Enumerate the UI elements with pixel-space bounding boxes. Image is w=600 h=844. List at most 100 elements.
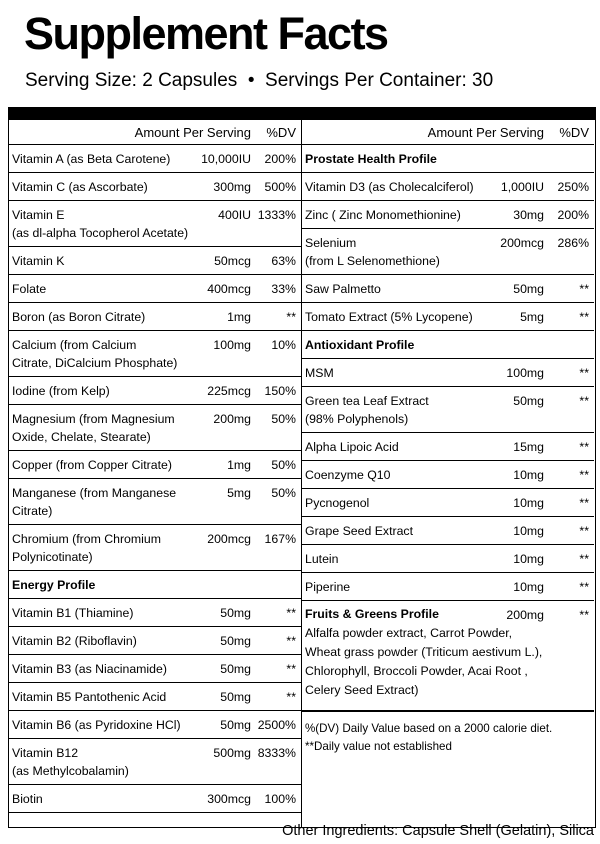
nutrient-row: Vitamin K 50mcg 63% bbox=[9, 247, 301, 275]
nutrient-name: Citrate, DiCalcium Phosphate) bbox=[12, 356, 178, 370]
footnotes: %(DV) Daily Value based on a 2000 calori… bbox=[302, 712, 594, 764]
nutrient-name: Manganese (from Manganese bbox=[12, 486, 177, 500]
nutrient-name: Folate bbox=[12, 282, 47, 296]
daily-value: ** bbox=[286, 310, 296, 324]
nutrient-row: Calcium (from Calcium Citrate, DiCalcium … bbox=[9, 331, 301, 377]
nutrient-name: Vitamin K bbox=[12, 254, 65, 268]
daily-value: 50% bbox=[271, 412, 296, 426]
nutrient-name: Boron (as Boron Citrate) bbox=[12, 310, 146, 324]
nutrient-name: Iodine (from Kelp) bbox=[12, 384, 110, 398]
nutrient-name: Vitamin C (as Ascorbate) bbox=[12, 180, 148, 194]
nutrient-row: Iodine (from Kelp) 225mcg 150% bbox=[9, 377, 301, 405]
nutrient-name: Saw Palmetto bbox=[305, 282, 381, 296]
nutrient-row: Vitamin E (as dl-alpha Tocopherol Acetate… bbox=[9, 201, 301, 247]
amount: 300mg bbox=[213, 180, 251, 194]
nutrient-row: Vitamin B12 (as Methylcobalamin) 500mg 8333… bbox=[9, 739, 301, 785]
nutrient-name: Vitamin B6 (as Pyridoxine HCl) bbox=[12, 718, 181, 732]
daily-value: ** bbox=[286, 634, 296, 648]
nutrient-row: Vitamin C (as Ascorbate) 300mg 500% bbox=[9, 173, 301, 201]
amount: 10mg bbox=[513, 496, 544, 510]
amount: 225mcg bbox=[207, 384, 251, 398]
amount: 10,000IU bbox=[201, 152, 251, 166]
daily-value: ** bbox=[579, 394, 589, 408]
nutrient-row: Selenium (from L Selenomethione) 200mcg 286… bbox=[302, 229, 594, 275]
daily-value: ** bbox=[286, 690, 296, 704]
daily-value: 500% bbox=[264, 180, 296, 194]
amount: 500mg bbox=[213, 746, 251, 760]
column: Amount Per Serving %DV Vitamin A (as Beta … bbox=[9, 120, 302, 827]
nutrient-name: Grape Seed Extract bbox=[305, 524, 413, 538]
daily-value: ** bbox=[579, 552, 589, 566]
nutrient-row: MSM 100mg ** bbox=[302, 359, 594, 387]
amount: 1mg bbox=[227, 310, 251, 324]
amount: 100mg bbox=[506, 366, 544, 380]
amount: 400mcg bbox=[207, 282, 251, 296]
nutrient-name: MSM bbox=[305, 366, 334, 380]
daily-value: ** bbox=[579, 468, 589, 482]
nutrient-name: Lutein bbox=[305, 552, 339, 566]
daily-value: ** bbox=[579, 524, 589, 538]
nutrient-row: Vitamin B2 (Riboflavin) 50mg ** bbox=[9, 627, 301, 655]
blend: Fruits & Greens Profile 200mg ** Alfalfa po… bbox=[302, 601, 594, 712]
amount: 300mcg bbox=[207, 792, 251, 806]
amount: 50mg bbox=[513, 282, 544, 296]
nutrient-row: Biotin 300mcg 100% bbox=[9, 785, 301, 813]
column: Amount Per Serving %DV Prostate Health Pro… bbox=[302, 120, 594, 827]
amount: 50mg bbox=[220, 662, 251, 676]
nutrient-row: Pycnogenol 10mg ** bbox=[302, 489, 594, 517]
nutrient-name: Magnesium (from Magnesium bbox=[12, 412, 175, 426]
column-header: Amount Per Serving %DV bbox=[9, 120, 301, 145]
daily-value: 63% bbox=[271, 254, 296, 268]
title: Supplement Facts bbox=[24, 8, 389, 59]
nutrient-name: Oxide, Chelate, Stearate) bbox=[12, 430, 151, 444]
nutrient-row: Folate 400mcg 33% bbox=[9, 275, 301, 303]
amount: 50mg bbox=[220, 606, 251, 620]
daily-value: ** bbox=[579, 366, 589, 380]
amount: 10mg bbox=[513, 552, 544, 566]
nutrient-name: Vitamin B12 bbox=[12, 746, 79, 760]
amount: 50mg bbox=[220, 690, 251, 704]
daily-value: 10% bbox=[271, 338, 296, 352]
nutrient-name: Vitamin B5 Pantothenic Acid bbox=[12, 690, 167, 704]
dv-header: %DV bbox=[266, 125, 296, 140]
facts-box: Amount Per Serving %DV Vitamin A (as Beta … bbox=[8, 107, 596, 828]
nutrient-row: Green tea Leaf Extract (98% Polyphenols) 5… bbox=[302, 387, 594, 433]
amount: 100mg bbox=[213, 338, 251, 352]
nutrient-name: Coenzyme Q10 bbox=[305, 468, 391, 482]
blend-description: Celery Seed Extract) bbox=[305, 683, 419, 697]
nutrient-row: Lutein 10mg ** bbox=[302, 545, 594, 573]
daily-value: 50% bbox=[271, 486, 296, 500]
nutrient-name: Vitamin B2 (Riboflavin) bbox=[12, 634, 137, 648]
daily-value: 33% bbox=[271, 282, 296, 296]
daily-value: 167% bbox=[264, 532, 296, 546]
daily-value: ** bbox=[286, 662, 296, 676]
section-header: Prostate Health Profile bbox=[302, 145, 594, 173]
daily-value: 250% bbox=[557, 180, 589, 194]
amount: 400IU bbox=[218, 208, 251, 222]
amount: 200mcg bbox=[500, 236, 544, 250]
nutrient-row: Vitamin B1 (Thiamine) 50mg ** bbox=[9, 599, 301, 627]
nutrient-row: Vitamin B6 (as Pyridoxine HCl) 50mg 2500% bbox=[9, 711, 301, 739]
nutrient-row: Vitamin B3 (as Niacinamide) 50mg ** bbox=[9, 655, 301, 683]
daily-value: 8333% bbox=[257, 746, 296, 760]
nutrient-row: Boron (as Boron Citrate) 1mg ** bbox=[9, 303, 301, 331]
section-header: Energy Profile bbox=[9, 571, 301, 599]
daily-value: 150% bbox=[264, 384, 296, 398]
nutrient-row: Manganese (from Manganese Citrate) 5mg 50% bbox=[9, 479, 301, 525]
nutrient-row: Alpha Lipoic Acid 15mg ** bbox=[302, 433, 594, 461]
nutrient-row: Zinc ( Zinc Monomethionine) 30mg 200% bbox=[302, 201, 594, 229]
nutrient-row: Coenzyme Q10 10mg ** bbox=[302, 461, 594, 489]
dv-header: %DV bbox=[559, 125, 589, 140]
daily-value: 100% bbox=[264, 792, 296, 806]
blend-description: Wheat grass powder (Triticum aestivum L.… bbox=[305, 645, 543, 659]
nutrient-name: Biotin bbox=[12, 792, 43, 806]
daily-value: ** bbox=[579, 496, 589, 510]
amount: 50mg bbox=[513, 394, 544, 408]
nutrient-row: Grape Seed Extract 10mg ** bbox=[302, 517, 594, 545]
daily-value: ** bbox=[579, 282, 589, 296]
daily-value: ** bbox=[579, 580, 589, 594]
other-ingredients: Other Ingredients: Capsule Shell (Gelati… bbox=[282, 823, 594, 839]
nutrient-name: Vitamin D3 (as Cholecalciferol) bbox=[305, 180, 474, 194]
nutrient-name: (as Methylcobalamin) bbox=[12, 764, 129, 778]
